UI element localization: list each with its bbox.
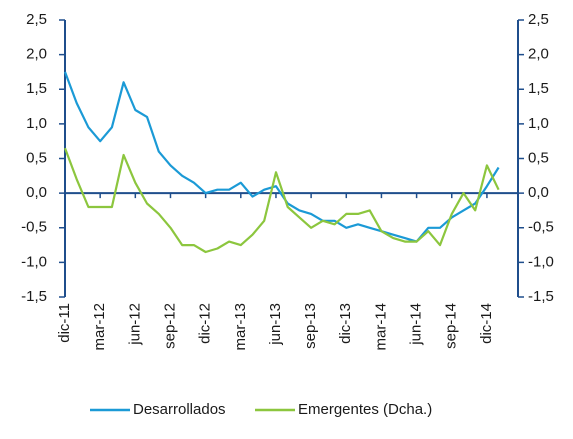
y-tick-label: -0,5 <box>21 219 47 236</box>
y2-tick-label: 2,5 <box>528 11 549 28</box>
x-tick-label: dic-13 <box>337 303 354 344</box>
series-line <box>63 147 500 254</box>
y2-tick-label: 1,0 <box>528 115 549 132</box>
x-tick-label: dic-14 <box>478 303 495 344</box>
x-tick-label: mar-14 <box>372 303 389 351</box>
y-tick-label: 1,5 <box>26 80 47 97</box>
x-tick-label: sep-14 <box>443 303 460 349</box>
x-tick-label: mar-13 <box>232 303 249 351</box>
y-tick-label: 0,5 <box>26 149 47 166</box>
legend-label: Desarrollados <box>133 401 226 418</box>
x-tick-label: sep-12 <box>161 303 178 349</box>
legend-label: Emergentes (Dcha.) <box>298 401 432 418</box>
x-tick-label: sep-13 <box>302 303 319 349</box>
y2-tick-label: -1,0 <box>528 253 554 270</box>
x-tick-label: jun-14 <box>408 303 425 346</box>
y2-tick-label: -0,5 <box>528 219 554 236</box>
x-tick-label: dic-11 <box>56 303 73 343</box>
y2-tick-label: 0,5 <box>528 149 549 166</box>
y-tick-label: 2,5 <box>26 11 47 28</box>
y2-tick-label: 0,0 <box>528 184 549 201</box>
x-tick-label: dic-12 <box>197 303 214 344</box>
x-tick-label: jun-13 <box>267 303 284 346</box>
y2-tick-label: 1,5 <box>528 80 549 97</box>
y-tick-label: -1,0 <box>21 253 47 270</box>
x-tick-label: jun-12 <box>126 303 143 346</box>
y-tick-label: 2,0 <box>26 46 47 63</box>
y-tick-label: 0,0 <box>26 184 47 201</box>
y-tick-label: 1,0 <box>26 115 47 132</box>
x-tick-label: mar-12 <box>91 303 108 351</box>
y-tick-label: -1,5 <box>21 288 47 305</box>
series-line <box>63 71 500 243</box>
y2-tick-label: 2,0 <box>528 46 549 63</box>
y2-tick-label: -1,5 <box>528 288 554 305</box>
